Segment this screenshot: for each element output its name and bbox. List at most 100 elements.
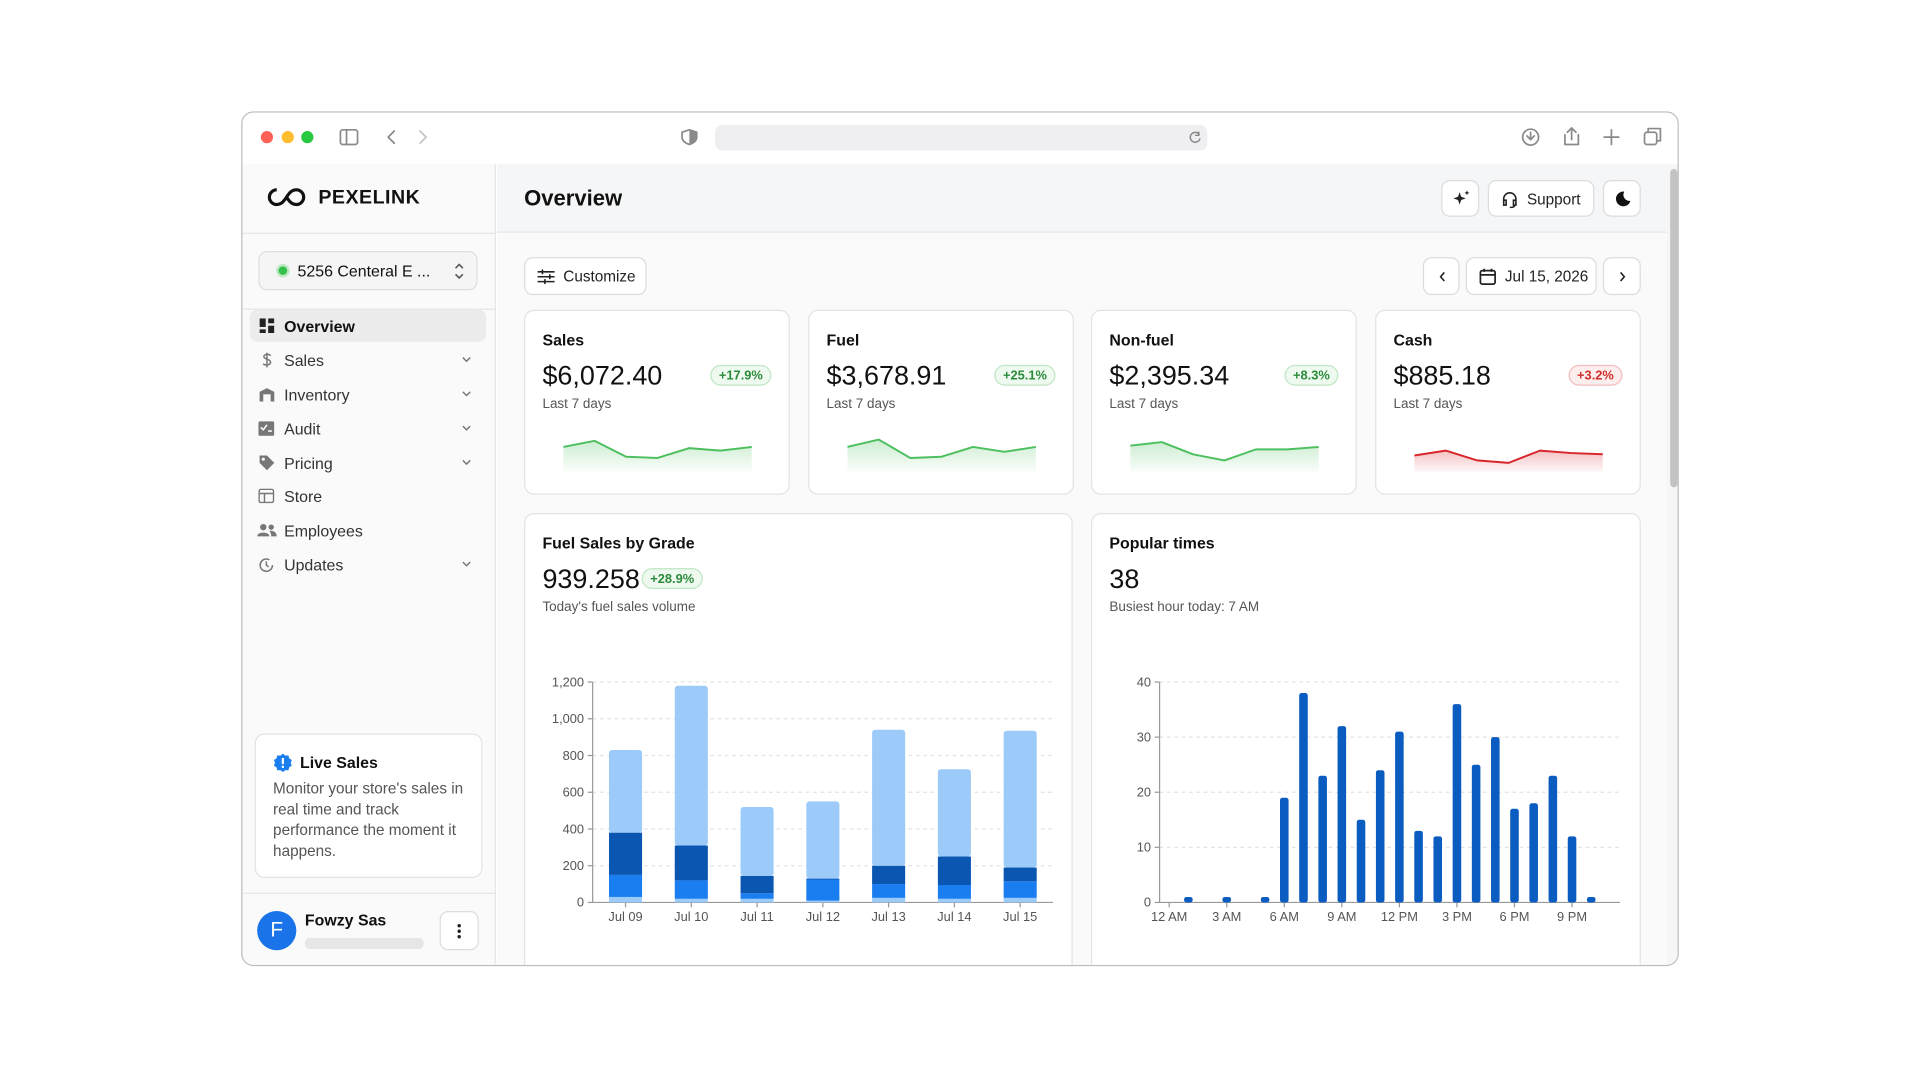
store-selector[interactable]: 5256 Centeral E ...	[258, 251, 478, 291]
user-menu[interactable]	[439, 911, 479, 951]
zoom[interactable]	[301, 131, 314, 144]
kpi-title: Sales	[542, 330, 585, 349]
kpi-value: $885.18	[1393, 360, 1491, 391]
nav-item[interactable]: Updates	[250, 549, 486, 581]
nav-item[interactable]: Audit	[250, 413, 486, 445]
nav-icon	[258, 421, 275, 436]
kpi-change: +8.3%	[1284, 364, 1339, 386]
nav-item[interactable]: Store	[250, 480, 486, 512]
sparkline-area	[563, 440, 752, 473]
calendar-icon	[1479, 268, 1496, 285]
nav-label: Inventory	[284, 385, 350, 405]
status-dot	[276, 263, 290, 278]
share[interactable]	[1564, 127, 1580, 146]
selector-chevron	[454, 263, 464, 280]
chart-value: 38	[1109, 563, 1140, 594]
logo	[267, 188, 306, 207]
date-picker[interactable]: Jul 15, 2026	[1465, 257, 1597, 296]
live-sales-card: Live Sales Monitor your store's sales in…	[254, 733, 483, 878]
chart-subtitle: Today's fuel sales volume	[542, 600, 696, 615]
chevron-left	[1439, 271, 1445, 282]
nav-label: Sales	[284, 351, 324, 370]
nav-item[interactable]: Pricing	[250, 447, 486, 479]
nav-label: Employees	[284, 521, 363, 540]
nav-item[interactable]: Employees	[250, 514, 486, 546]
nav-icon	[258, 488, 275, 504]
customize-label: Customize	[563, 268, 636, 286]
downloads[interactable]	[1521, 128, 1540, 146]
kpi-period: Last 7 days	[1109, 396, 1179, 412]
divider	[242, 892, 496, 894]
kpi-value: $2,395.34	[1109, 360, 1230, 391]
sparkline	[847, 438, 1036, 473]
kpi-card: Fuel $3,678.91 +25.1% Last 7 days	[808, 309, 1074, 495]
chart-value: 939.258	[542, 563, 640, 594]
nav-icon	[257, 523, 277, 537]
kpi-card: Sales $6,072.40 +17.9% Last 7 days	[524, 309, 790, 495]
kpi-title: Fuel	[826, 330, 860, 349]
nav-chevron	[462, 561, 471, 567]
chart-subtitle: Busiest hour today: 7 AM	[1109, 600, 1260, 615]
avatar: F	[257, 911, 297, 951]
forward[interactable]	[419, 130, 427, 145]
sparkline	[563, 439, 752, 473]
sidebar: PEXELINK 5256 Centeral E ... Overview Sa…	[242, 164, 496, 965]
theme-button[interactable]	[1602, 180, 1641, 217]
sparkline-area	[847, 439, 1036, 473]
store-name: 5256 Centeral E ...	[297, 262, 431, 281]
nav-item[interactable]: Inventory	[250, 378, 486, 410]
kpi-change: +25.1%	[994, 364, 1056, 386]
sidebar-toggle[interactable]	[339, 128, 359, 146]
sparkline-line	[847, 438, 1036, 459]
prev-date[interactable]	[1422, 257, 1460, 296]
scrollbar-thumb[interactable]	[1670, 168, 1678, 488]
back[interactable]	[387, 130, 396, 145]
kpi-period: Last 7 days	[826, 396, 896, 412]
chart-title: Popular times	[1109, 533, 1215, 553]
title-bar	[242, 112, 1678, 165]
support-button[interactable]: Support	[1487, 180, 1595, 217]
tabs[interactable]	[1643, 131, 1658, 146]
shield-fill	[689, 129, 697, 145]
page-title: Overview	[524, 186, 623, 211]
support-label: Support	[1526, 191, 1581, 209]
scrollbar	[1666, 164, 1678, 965]
moon-icon	[1615, 191, 1631, 207]
address-bar[interactable]	[715, 124, 1208, 151]
chevron-right	[1620, 271, 1626, 282]
kpi-period: Last 7 days	[1393, 396, 1463, 412]
nav-item[interactable]: Overview	[249, 309, 487, 342]
nav-item[interactable]: Sales	[250, 344, 486, 376]
close[interactable]	[260, 131, 274, 144]
kpi-value: $6,072.40	[542, 360, 663, 391]
minimize[interactable]	[281, 131, 294, 144]
kpi-card: Cash $885.18 +3.2% Last 7 days	[1375, 309, 1641, 495]
fuel-chart-card: Fuel Sales by Grade 939.258 +28.9% Today…	[524, 513, 1073, 965]
chart-change: +28.9%	[641, 568, 703, 589]
sliders-icon	[537, 269, 555, 285]
kpi-change: +3.2%	[1568, 364, 1623, 386]
divider	[242, 308, 496, 310]
nav-icon	[259, 558, 274, 573]
nav-chevron	[462, 391, 471, 397]
kpi-value: $3,678.91	[826, 360, 947, 391]
divider	[242, 232, 496, 234]
ai-button[interactable]	[1441, 180, 1480, 217]
nav-icon	[259, 388, 275, 402]
customize-button[interactable]: Customize	[524, 257, 647, 296]
next-date[interactable]	[1602, 257, 1641, 296]
kpi-title: Cash	[1393, 330, 1433, 349]
new-tab[interactable]	[1603, 128, 1620, 146]
sparkline	[1130, 441, 1319, 473]
nav-label: Overview	[284, 317, 355, 336]
menu-dots	[457, 924, 461, 939]
nav-label: Updates	[284, 555, 344, 575]
reload[interactable]	[1188, 130, 1203, 145]
nav-label: Store	[284, 487, 323, 506]
user-name: Fowzy Sas	[304, 911, 387, 930]
sparkline-area	[1130, 442, 1319, 473]
sparkline-line	[1414, 449, 1603, 464]
